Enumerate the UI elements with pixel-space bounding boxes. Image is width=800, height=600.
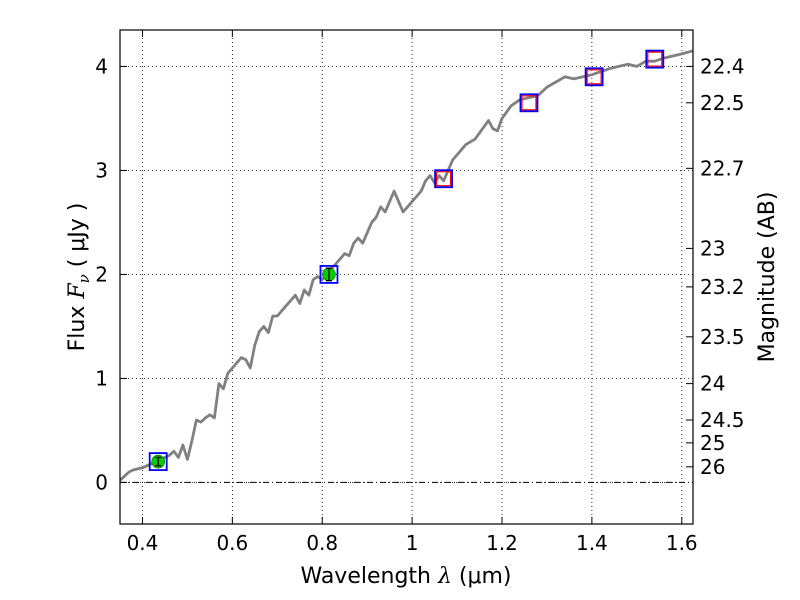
plot-frame — [119, 29, 694, 525]
y-axis-label-F: F — [65, 283, 90, 300]
filter-box-point — [434, 169, 453, 189]
y-tick-label: 1 — [95, 366, 108, 390]
filter-box-point — [645, 49, 665, 69]
model-photometry-point — [586, 69, 602, 85]
filter-box-point — [584, 67, 604, 87]
y-axis-label-prefix: Flux — [65, 299, 90, 352]
filter-box-point — [148, 452, 168, 472]
y2-tick-label: 22.4 — [700, 54, 745, 78]
y2-tick-label: 22.5 — [700, 91, 745, 115]
ticks: 0.4 0.6 0.8 1 1.2 1.4 1.601234262524.52423.523… — [95, 30, 745, 555]
model-photometry-point — [647, 51, 663, 67]
y2-axis-label: Magnitude (AB) — [755, 192, 780, 363]
x-tick-label: 1.6 — [666, 531, 698, 555]
y-tick-label: 3 — [95, 158, 108, 182]
y2-tick-label: 23.5 — [700, 325, 745, 349]
filter-box-point — [519, 93, 539, 113]
x-tick-label: 0.6 — [216, 531, 248, 555]
series-layer — [119, 49, 694, 482]
y2-tick-label: 23.2 — [700, 275, 745, 299]
y-tick-label: 0 — [95, 470, 108, 494]
x-axis-label-prefix: Wavelength — [300, 564, 438, 589]
x-axis-label-lambda: λ — [437, 564, 452, 589]
model-photometry-point — [435, 171, 452, 187]
y-axis-label-unit: ( μJy ) — [65, 203, 90, 275]
y-axis-label: Flux Fν ( μJy ) — [65, 203, 93, 352]
y2-tick-label: 24.5 — [700, 408, 745, 432]
filter-box-point — [319, 264, 339, 284]
x-tick-label: 1.2 — [486, 531, 518, 555]
y2-tick-label: 25 — [700, 431, 725, 455]
y-tick-label: 4 — [95, 54, 108, 78]
spectrum-line — [119, 49, 694, 482]
y2-tick-label: 22.7 — [700, 156, 745, 180]
x-tick-label: 1 — [406, 531, 419, 555]
y2-tick-label: 23 — [700, 236, 725, 260]
x-tick-label: 0.4 — [127, 531, 159, 555]
x-tick-label: 1.4 — [576, 531, 608, 555]
y2-tick-label: 26 — [700, 455, 725, 479]
y-tick-label: 2 — [95, 262, 108, 286]
x-tick-label: 0.8 — [306, 531, 338, 555]
model-photometry-point — [521, 95, 537, 111]
y-axis-label-nu: ν — [75, 274, 93, 283]
x-axis-label: Wavelength λ (μm) — [300, 564, 511, 589]
y2-tick-label: 24 — [700, 372, 725, 396]
x-axis-label-unit: (μm) — [452, 564, 512, 589]
plot-background — [120, 30, 693, 524]
